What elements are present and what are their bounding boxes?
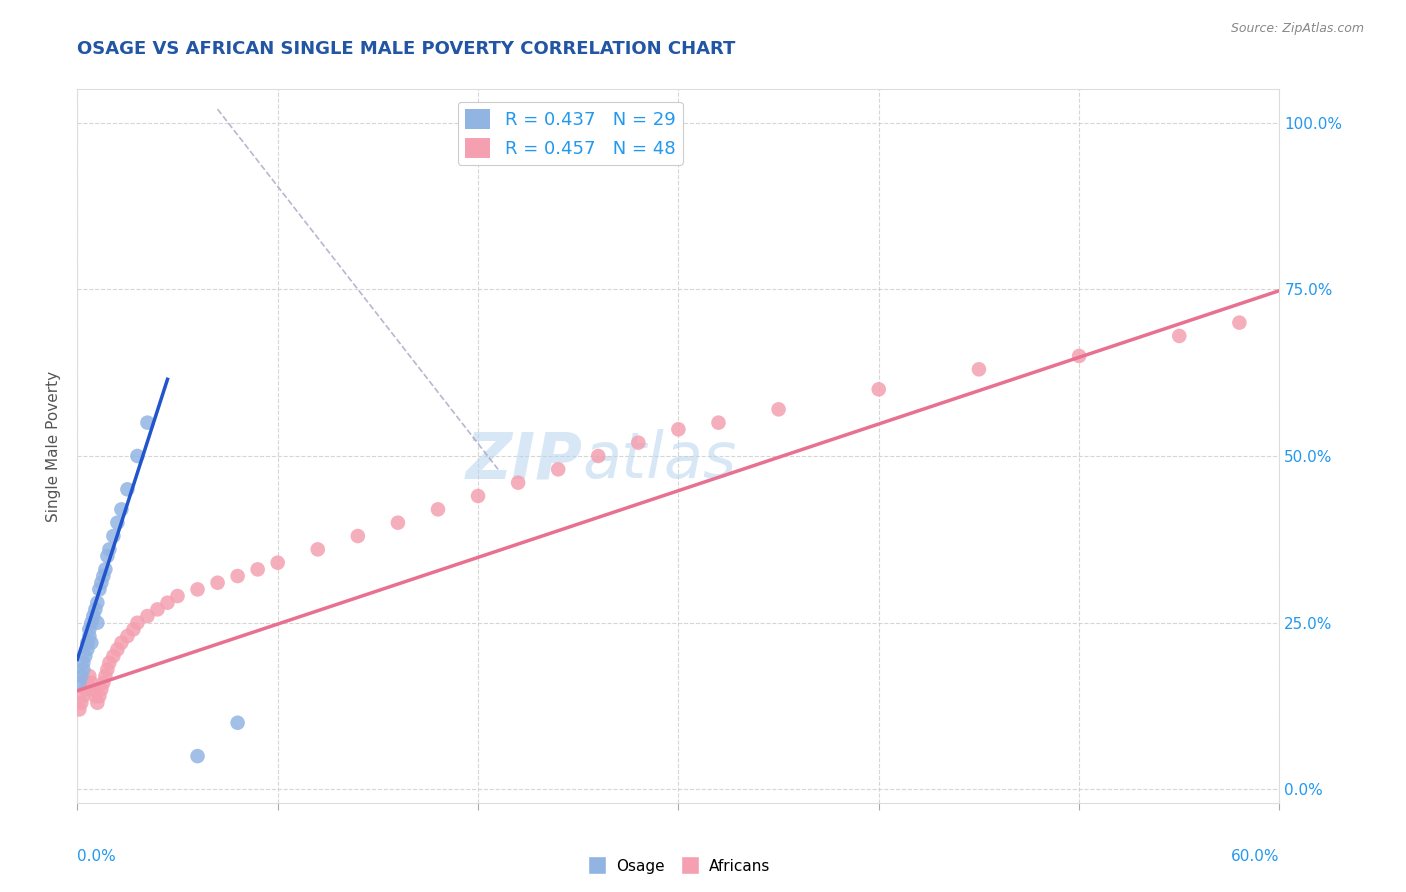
Y-axis label: Single Male Poverty: Single Male Poverty: [46, 370, 62, 522]
Point: [67, 702, 90, 716]
Point: [98, 542, 121, 557]
Point: [226, 569, 249, 583]
Point: [90, 575, 112, 590]
Point: [67, 675, 90, 690]
Point: [117, 483, 139, 497]
Text: ZIP: ZIP: [465, 429, 582, 491]
Point: [70, 669, 93, 683]
Point: [94, 562, 117, 576]
Point: [84, 689, 107, 703]
Point: [1069, 349, 1091, 363]
Point: [80, 615, 103, 630]
Point: [127, 615, 149, 630]
Point: [76, 636, 98, 650]
Point: [70, 696, 93, 710]
Point: [86, 615, 108, 630]
Point: [86, 596, 108, 610]
Point: [1229, 316, 1251, 330]
Point: [98, 656, 121, 670]
Point: [72, 656, 94, 670]
Point: [80, 675, 103, 690]
Point: [107, 642, 129, 657]
Point: [307, 542, 329, 557]
Point: [267, 556, 290, 570]
Point: [89, 582, 111, 597]
Point: [75, 649, 97, 664]
Text: OSAGE VS AFRICAN SINGLE MALE POVERTY CORRELATION CHART: OSAGE VS AFRICAN SINGLE MALE POVERTY COR…: [77, 40, 735, 58]
Point: [82, 682, 104, 697]
Text: Source: ZipAtlas.com: Source: ZipAtlas.com: [1230, 22, 1364, 36]
Point: [627, 435, 650, 450]
Point: [508, 475, 530, 490]
Point: [246, 562, 269, 576]
Point: [79, 629, 101, 643]
Point: [868, 382, 890, 396]
Point: [668, 422, 690, 436]
Point: [467, 489, 489, 503]
Point: [226, 715, 249, 730]
Point: [967, 362, 990, 376]
Point: [588, 449, 610, 463]
Point: [72, 662, 94, 676]
Point: [156, 596, 179, 610]
Point: [107, 516, 129, 530]
Point: [387, 516, 409, 530]
Point: [768, 402, 790, 417]
Point: [146, 602, 169, 616]
Point: [76, 675, 98, 690]
Point: [80, 636, 103, 650]
Point: [86, 696, 108, 710]
Point: [110, 502, 132, 516]
Point: [166, 589, 188, 603]
Point: [110, 636, 132, 650]
Point: [82, 609, 104, 624]
Point: [187, 749, 209, 764]
Text: 60.0%: 60.0%: [1232, 849, 1279, 864]
Point: [75, 682, 97, 697]
Text: atlas: atlas: [582, 429, 737, 491]
Point: [187, 582, 209, 597]
Point: [79, 669, 101, 683]
Point: [103, 649, 125, 664]
Point: [547, 462, 569, 476]
Point: [93, 569, 115, 583]
Point: [707, 416, 730, 430]
Point: [76, 642, 98, 657]
Point: [93, 675, 115, 690]
Point: [89, 689, 111, 703]
Point: [136, 416, 159, 430]
Point: [90, 682, 112, 697]
Point: [79, 623, 101, 637]
Text: 0.0%: 0.0%: [77, 849, 117, 864]
Point: [84, 602, 107, 616]
Point: [103, 529, 125, 543]
Point: [207, 575, 229, 590]
Point: [136, 609, 159, 624]
Point: [117, 629, 139, 643]
Point: [122, 623, 145, 637]
Point: [94, 669, 117, 683]
Point: [347, 529, 370, 543]
Point: [427, 502, 450, 516]
Legend: Osage, Africans: Osage, Africans: [581, 852, 776, 880]
Point: [127, 449, 149, 463]
Point: [72, 689, 94, 703]
Point: [96, 549, 118, 563]
Point: [1168, 329, 1191, 343]
Point: [96, 662, 118, 676]
